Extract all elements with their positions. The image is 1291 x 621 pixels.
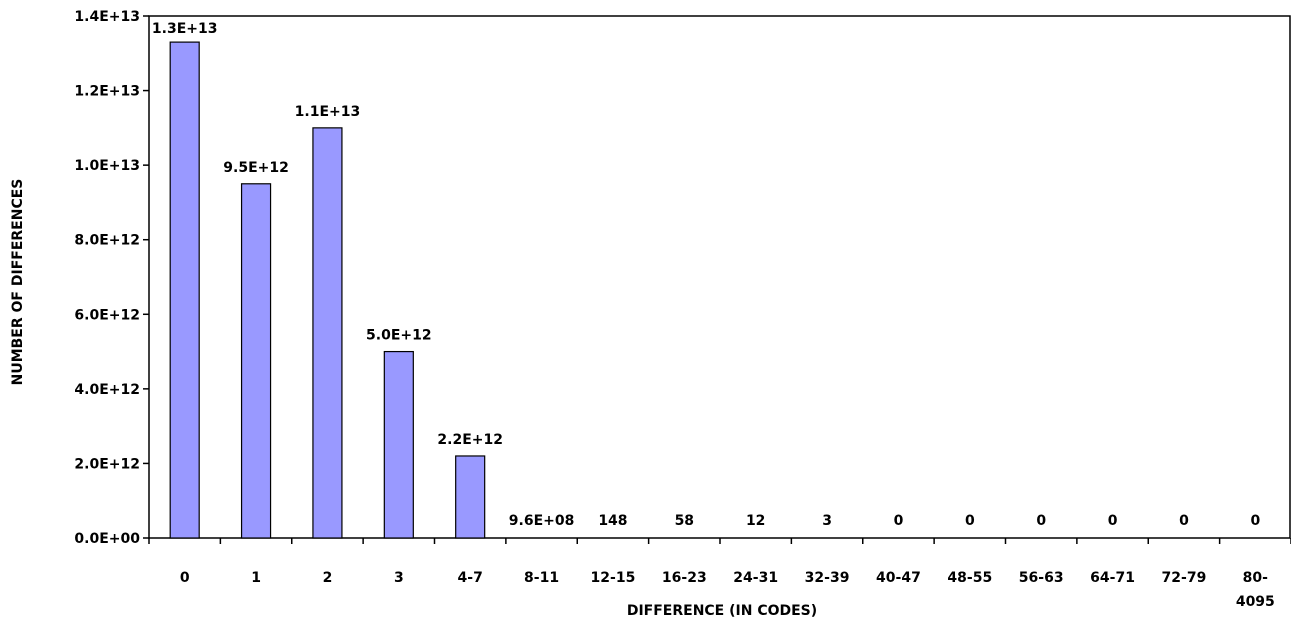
bar [240,183,272,539]
data-label: 58 [675,513,694,529]
data-label: 12 [746,513,765,529]
x-tick-label: 56-63 [1019,570,1064,586]
x-tick-label: 0 [180,570,190,586]
data-label: 0 [894,513,904,529]
data-label: 2.2E+12 [437,432,503,448]
y-tick-label: 1.2E+13 [74,84,140,100]
x-tick-label: 24-31 [733,570,778,586]
y-tick-label: 8.0E+12 [74,233,140,249]
data-label: 1.1E+13 [295,104,361,120]
data-label: 0 [1036,513,1046,529]
x-tick-label: 16-23 [662,570,707,586]
y-axis: 0.0E+00 2.0E+12 4.0E+12 6.0E+12 8.0E+12 1.0E+… [74,9,149,547]
y-tick-label: 0.0E+00 [74,531,140,547]
bar-series [169,41,486,539]
data-label: 9.6E+08 [509,513,575,529]
x-tick-label: 72-79 [1162,570,1207,586]
data-label: 148 [598,513,627,529]
bar [169,41,200,539]
x-tick-label: 1 [251,570,261,586]
data-label: 1.3E+13 [152,21,218,37]
data-label: 0 [1250,513,1260,529]
x-tick-label: 80-4095 [1236,570,1275,610]
data-label: 3 [822,513,832,529]
x-tick-label: 12-15 [591,570,636,586]
x-tick-label: 2 [323,570,333,586]
y-tick-label: 2.0E+12 [74,456,140,472]
data-label: 9.5E+12 [223,160,289,176]
data-labels: 1.3E+13 9.5E+12 1.1E+13 5.0E+12 2.2E+12 9.6E+… [152,21,1261,529]
x-axis: 0 1 2 3 4-7 8-11 12-15 16-23 24-31 32-39 40-47 48-5… [148,538,1291,610]
bar [455,455,486,539]
y-axis-title: NUMBER OF DIFFERENCES [10,179,26,386]
y-tick-label: 1.0E+13 [74,158,140,174]
x-tick-label: 32-39 [805,570,850,586]
bar [383,350,414,539]
x-axis-title: DIFFERENCE (IN CODES) [627,603,817,619]
x-tick-label: 8-11 [524,570,559,586]
x-tick-label: 64-71 [1090,570,1135,586]
x-tick-label: 3 [394,570,404,586]
bar [312,127,343,539]
x-tick-label: 40-47 [876,570,921,586]
data-label: 0 [965,513,975,529]
data-label: 0 [1179,513,1189,529]
y-tick-label: 4.0E+12 [74,382,140,398]
x-tick-label: 48-55 [947,570,992,586]
data-label: 0 [1108,513,1118,529]
y-tick-label: 1.4E+13 [74,9,140,25]
y-tick-label: 6.0E+12 [74,307,140,323]
data-label: 5.0E+12 [366,328,432,344]
x-tick-label: 4-7 [458,570,483,586]
